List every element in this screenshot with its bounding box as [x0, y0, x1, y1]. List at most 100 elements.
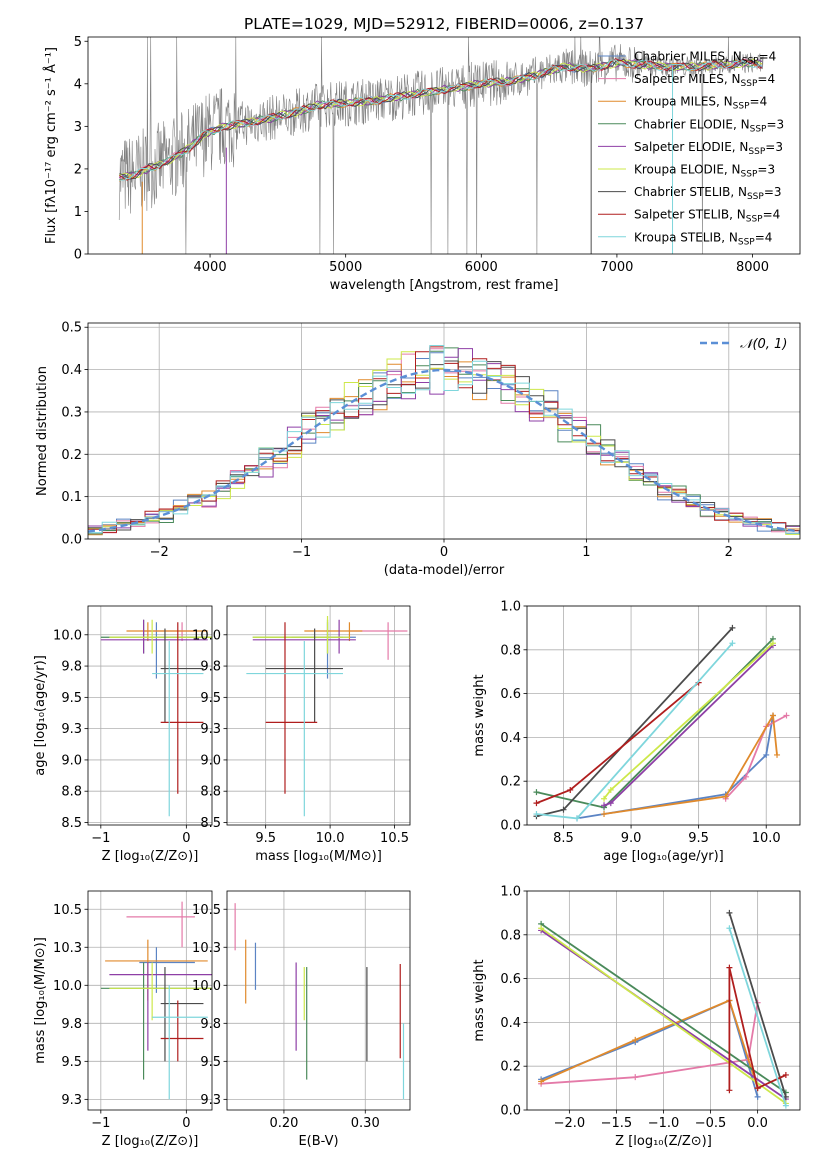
legend-label-0: Chabrier MILES, NSSP=4 — [634, 50, 776, 67]
x-tick-label: −1 — [91, 1116, 110, 1131]
plot-area-massweight_vs_age — [533, 624, 790, 822]
y-axis-label: Normed distribution — [35, 366, 50, 496]
y-tick-label: 9.5 — [61, 1055, 82, 1070]
y-tick-label: 10.0 — [192, 979, 221, 994]
x-axis-label: Z [log₁₀(Z/Z⊙)] — [102, 849, 199, 864]
x-tick-label: 0.30 — [351, 1116, 380, 1131]
legend-label-3: Chabrier ELODIE, NSSP=3 — [634, 117, 784, 134]
x-tick-label: 5000 — [329, 260, 362, 275]
y-tick-label: 9.3 — [200, 1093, 221, 1108]
legend-label-text: Kroupa ELODIE, N — [634, 163, 741, 177]
weight-marker — [632, 1036, 639, 1043]
weight-line-6 — [728, 912, 787, 1098]
weight-line-5 — [603, 642, 774, 800]
legend-label-suffix: =3 — [764, 185, 782, 199]
y-tick-label: 9.5 — [200, 1055, 221, 1070]
weight-line-1 — [725, 714, 787, 800]
legend-label-sub: SSP — [741, 79, 758, 89]
weight-marker — [601, 795, 608, 802]
x-tick-label: 9.5 — [255, 831, 276, 846]
x-tick-label: 10.0 — [316, 831, 345, 846]
x-tick-label: 1 — [582, 545, 590, 560]
legend-label-suffix: =3 — [757, 163, 775, 177]
y-tick-label: 10.0 — [53, 979, 82, 994]
legend-label-suffix: =4 — [763, 208, 781, 222]
weight-marker — [783, 712, 790, 719]
x-axis-label: Z [log₁₀(Z/Z⊙)] — [615, 1134, 712, 1149]
x-tick-label: 0.20 — [269, 1116, 298, 1131]
plot-area-age_vs_mass — [246, 616, 408, 817]
legend-label-sub: SSP — [747, 192, 764, 202]
x-axis-label: wavelength [Angstrom, rest frame] — [330, 278, 559, 293]
legend-label-suffix: =4 — [759, 50, 777, 64]
legend-label-sub: SSP — [748, 147, 765, 157]
legend-label-suffix: =4 — [750, 95, 768, 109]
x-axis-label: (data-model)/error — [384, 563, 505, 578]
weight-marker — [763, 751, 770, 758]
x-tick-label: 6000 — [465, 260, 498, 275]
legend-label-text: Chabrier STELIB, N — [634, 185, 747, 199]
legend-label-sub: SSP — [746, 215, 763, 225]
y-tick-label: 8.8 — [200, 785, 221, 800]
weight-marker — [742, 773, 749, 780]
y-tick-label: 10.5 — [53, 903, 82, 918]
y-tick-label: 1.0 — [500, 600, 521, 615]
axes-massweight_vs_Z: −2.0 −1.5 −1.0 −0.5 0.0 0.0 0.2 0.4 0.6 0.8 1.0 Z [… — [472, 885, 801, 1149]
weight-line-3 — [540, 923, 787, 1094]
y-tick-label: 0.6 — [500, 687, 521, 702]
x-tick-label: 8000 — [736, 260, 769, 275]
legend-label-text: Chabrier ELODIE, N — [634, 117, 750, 131]
legend-label-suffix: =4 — [757, 72, 775, 86]
weight-marker — [726, 964, 733, 971]
y-tick-label: 0.0 — [500, 819, 521, 834]
y-tick-label: 0.0 — [61, 533, 82, 548]
x-tick-label: 9.5 — [688, 831, 709, 846]
weight-marker — [607, 786, 614, 793]
x-tick-label: 0 — [440, 545, 448, 560]
legend-label-text: Chabrier MILES, N — [634, 50, 742, 64]
weight-marker — [533, 789, 540, 796]
x-tick-label: −0.5 — [695, 1116, 727, 1131]
legend-label-sub: SSP — [738, 237, 755, 247]
y-tick-label: 0.4 — [500, 1016, 521, 1031]
model-line-6 — [119, 58, 763, 180]
plot-area-residuals — [88, 345, 800, 536]
y-axis-label: mass weight — [472, 674, 487, 756]
x-tick-label: 0.0 — [747, 1116, 768, 1131]
y-tick-label: 0.8 — [500, 928, 521, 943]
y-tick-label: 0.2 — [500, 1060, 521, 1075]
legend-label-text: Salpeter ELODIE, N — [634, 140, 748, 154]
legend-label-2: Kroupa MILES, NSSP=4 — [634, 95, 767, 112]
y-tick-label: 9.3 — [200, 722, 221, 737]
plot-area-mass_vs_ebv — [234, 903, 405, 1100]
y-tick-label: 0.2 — [61, 448, 82, 463]
weight-marker — [726, 1087, 733, 1094]
legend-label-text: Salpeter STELIB, N — [634, 208, 746, 222]
y-axis-label: Flux [fλ10⁻¹⁷ erg cm⁻² s⁻¹ Å⁻¹] — [43, 47, 59, 244]
x-tick-label: 10.5 — [380, 831, 409, 846]
weight-marker — [567, 786, 574, 793]
axes-frame — [226, 890, 411, 1111]
legend-label-sub: SSP — [741, 170, 758, 180]
y-tick-label: 9.8 — [200, 1017, 221, 1032]
y-tick-label: 8.8 — [61, 785, 82, 800]
plot-area-massweight_vs_Z — [538, 909, 789, 1109]
legend-label-text: Kroupa STELIB, N — [634, 230, 738, 244]
plot-area-age_vs_Z — [100, 619, 212, 817]
axes-age_vs_mass: 9.5 10.0 10.5 8.5 8.8 9.0 9.3 9.5 9.8 10.0 mass [l… — [192, 605, 411, 864]
y-tick-label: 0.3 — [61, 405, 82, 420]
weight-line-7 — [728, 967, 787, 1091]
y-tick-label: 0.4 — [500, 731, 521, 746]
x-axis-label: mass [log₁₀(M/M⊙)] — [255, 849, 382, 864]
plots-layer: 4000 5000 6000 7000 8000 0 1 2 3 4 5 wavelength [An… — [33, 35, 801, 1149]
legend-label-suffix: =3 — [765, 140, 783, 154]
legend-label-sub: SSP — [750, 124, 767, 134]
weight-marker — [726, 909, 733, 916]
y-tick-label: 1 — [74, 205, 82, 220]
y-tick-label: 0.6 — [500, 972, 521, 987]
gaussian-curve — [88, 368, 800, 533]
legend-label-suffix: =3 — [766, 117, 784, 131]
y-axis-label: mass weight — [472, 959, 487, 1041]
legend-label-sub: SSP — [733, 102, 750, 112]
